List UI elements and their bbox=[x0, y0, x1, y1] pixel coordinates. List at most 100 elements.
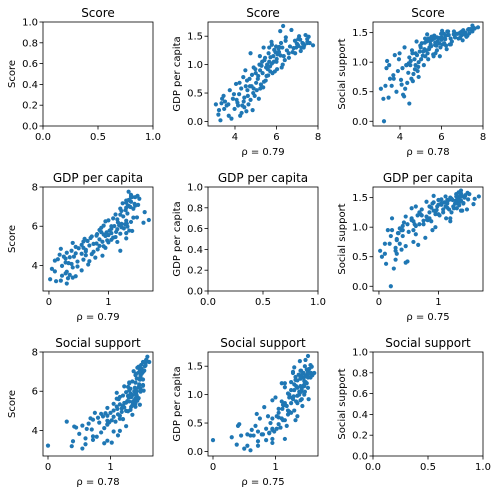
data-point bbox=[423, 235, 428, 240]
subplot-2-3: 0 1 0.0 0.5 1.0 1.5 GDP per capita Social suppo… bbox=[337, 171, 484, 323]
data-point bbox=[94, 241, 99, 246]
subplot-title: GDP per capita bbox=[53, 171, 143, 185]
data-point bbox=[443, 43, 449, 48]
data-point bbox=[109, 418, 114, 423]
subplot-1-3: 4 6 8 0.0 0.5 1.0 1.5 Score Social support ρ = 0.… bbox=[337, 6, 486, 158]
y-tick-label: 0.8 bbox=[187, 203, 203, 214]
data-point bbox=[301, 383, 306, 388]
x-tick-label: 0 bbox=[376, 297, 382, 308]
data-point bbox=[69, 444, 74, 449]
data-point bbox=[237, 92, 242, 97]
data-point bbox=[452, 35, 458, 40]
data-point bbox=[141, 220, 146, 225]
y-tick-label: 1.0 bbox=[352, 348, 368, 359]
data-point bbox=[468, 26, 473, 32]
data-point bbox=[298, 48, 303, 54]
data-point bbox=[400, 65, 405, 71]
data-point bbox=[86, 421, 91, 426]
data-point bbox=[282, 385, 287, 390]
data-point bbox=[426, 36, 431, 41]
data-point bbox=[244, 78, 250, 83]
y-tick-label: 0.0 bbox=[187, 447, 203, 458]
data-point bbox=[434, 48, 440, 53]
data-point bbox=[97, 420, 102, 425]
data-point bbox=[282, 436, 287, 442]
data-point bbox=[247, 84, 253, 89]
x-tick-label: 4 bbox=[232, 132, 238, 143]
data-point bbox=[235, 103, 241, 108]
data-point bbox=[279, 416, 284, 421]
data-point bbox=[70, 275, 75, 280]
data-point bbox=[405, 222, 410, 227]
data-point bbox=[222, 99, 228, 104]
data-point bbox=[134, 215, 140, 220]
data-point bbox=[298, 384, 303, 389]
data-point bbox=[464, 207, 470, 212]
data-point bbox=[117, 428, 122, 433]
data-point bbox=[229, 116, 234, 121]
data-point bbox=[81, 257, 86, 262]
data-point bbox=[120, 393, 126, 398]
data-point bbox=[406, 229, 411, 235]
y-tick-label: 0.0 bbox=[22, 122, 38, 133]
data-point bbox=[124, 400, 129, 405]
data-point bbox=[302, 364, 307, 369]
data-point bbox=[248, 448, 253, 453]
x-tick-label: 0.5 bbox=[255, 297, 271, 308]
data-point bbox=[111, 429, 116, 434]
data-point bbox=[395, 68, 401, 74]
data-point bbox=[245, 443, 250, 448]
data-point bbox=[133, 195, 138, 200]
data-point bbox=[243, 68, 248, 73]
data-point bbox=[394, 251, 399, 256]
subplot-3-3: 0.0 0.5 1.0 0.0 0.2 0.4 0.6 0.8 1.0 Social suppor… bbox=[337, 336, 491, 473]
data-point bbox=[392, 52, 397, 58]
data-point bbox=[378, 86, 383, 91]
data-point bbox=[133, 203, 138, 208]
data-point bbox=[411, 239, 416, 245]
data-point bbox=[109, 224, 114, 229]
data-point bbox=[444, 216, 449, 221]
data-point bbox=[99, 430, 104, 435]
data-point bbox=[412, 57, 417, 62]
data-point bbox=[64, 419, 69, 424]
data-point bbox=[219, 101, 224, 106]
data-point bbox=[441, 36, 446, 41]
y-tick-label: 1.5 bbox=[352, 28, 368, 39]
data-point bbox=[289, 27, 294, 33]
data-point bbox=[138, 389, 143, 394]
subplot-1-2: 4 6 8 0.0 0.5 1.0 1.5 Score GDP per capita ρ = 0.… bbox=[172, 6, 321, 158]
data-point bbox=[272, 429, 277, 434]
data-point bbox=[413, 223, 418, 229]
data-point bbox=[124, 231, 129, 236]
data-point bbox=[81, 245, 86, 250]
data-point bbox=[433, 40, 438, 45]
data-point bbox=[467, 191, 472, 197]
data-point bbox=[302, 389, 307, 394]
data-point bbox=[127, 388, 132, 393]
data-point bbox=[400, 223, 405, 229]
data-point bbox=[398, 77, 404, 83]
data-point bbox=[397, 226, 402, 231]
x-axis-label: ρ = 0.79 bbox=[76, 312, 119, 323]
y-tick-label: 0.4 bbox=[352, 410, 368, 421]
data-point bbox=[128, 219, 134, 225]
data-point bbox=[124, 390, 129, 395]
y-axis-label: Score bbox=[7, 390, 18, 418]
x-axis-label: ρ = 0.75 bbox=[406, 312, 449, 323]
data-point bbox=[440, 42, 445, 47]
data-point bbox=[439, 197, 444, 202]
data-point bbox=[297, 358, 302, 364]
data-point bbox=[471, 202, 476, 207]
data-point bbox=[121, 214, 126, 219]
data-point bbox=[254, 80, 259, 85]
data-point bbox=[253, 71, 258, 76]
data-point bbox=[275, 52, 280, 57]
data-point bbox=[408, 58, 413, 64]
data-point bbox=[424, 199, 429, 204]
data-point bbox=[114, 404, 119, 409]
data-point bbox=[90, 434, 96, 439]
data-point bbox=[259, 63, 264, 68]
data-point bbox=[280, 45, 285, 50]
data-point bbox=[97, 243, 102, 248]
